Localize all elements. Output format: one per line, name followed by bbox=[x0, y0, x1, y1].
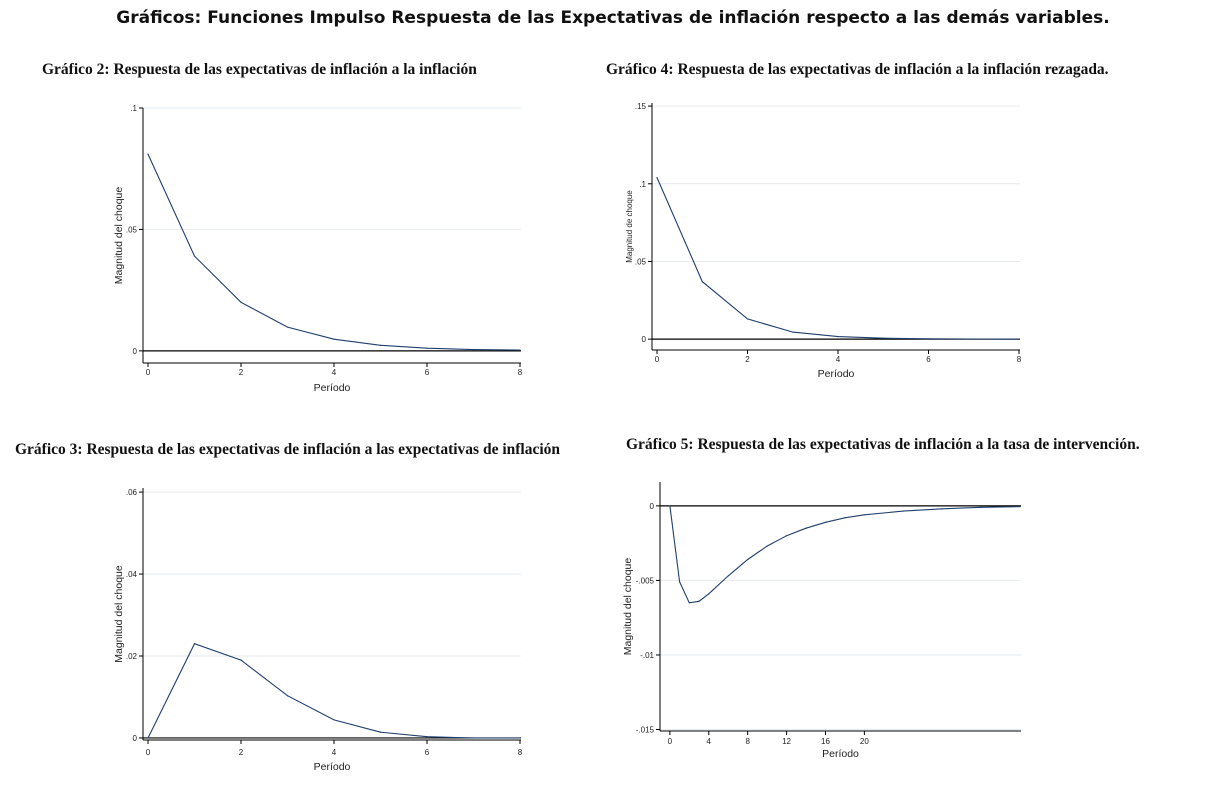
data-point-g2-8 bbox=[519, 349, 521, 351]
y-tick-label-g5-3: -.015 bbox=[636, 726, 655, 735]
x-tick-label-g3-0: 0 bbox=[146, 748, 151, 757]
data-point-g3-7 bbox=[472, 737, 475, 739]
x-tick-label-g5-4: 16 bbox=[821, 737, 830, 746]
x-axis-title-g3: Período bbox=[314, 761, 351, 773]
x-tick-label-g2-4: 8 bbox=[518, 368, 523, 377]
y-tick-label-g5-1: -.005 bbox=[636, 576, 655, 585]
data-point-g2-3 bbox=[286, 326, 289, 328]
x-tick-label-g2-1: 2 bbox=[239, 368, 244, 377]
data-point-g4-4 bbox=[837, 336, 839, 338]
x-axis-title-g2: Período bbox=[314, 382, 351, 394]
chart-title-g5: Gráfico 5: Respuesta de las expectativas… bbox=[626, 436, 1140, 453]
y-axis-title-g2: Magnitud del choque bbox=[113, 187, 125, 285]
x-tick-label-g2-0: 0 bbox=[146, 368, 151, 377]
chart-title-g2: Gráfico 2: Respuesta de las expectativas… bbox=[42, 61, 477, 78]
y-tick-label-g3-3: .06 bbox=[126, 488, 138, 497]
data-point-g4-6 bbox=[927, 338, 930, 340]
data-point-g4-0 bbox=[656, 176, 658, 179]
x-tick-label-g3-1: 2 bbox=[239, 748, 244, 757]
data-point-g4-8 bbox=[1018, 338, 1020, 340]
data-point-g5-3 bbox=[698, 600, 700, 602]
data-point-g5-6 bbox=[747, 558, 749, 561]
data-point-g2-0 bbox=[147, 153, 149, 155]
data-point-g5-13 bbox=[902, 510, 904, 512]
data-point-g5-16 bbox=[1019, 506, 1021, 508]
data-point-g5-2 bbox=[688, 602, 690, 604]
y-tick-label-g4-3: .15 bbox=[635, 102, 647, 111]
x-tick-label-g2-3: 6 bbox=[425, 368, 430, 377]
data-point-g3-6 bbox=[426, 736, 428, 738]
data-point-g3-1 bbox=[193, 643, 196, 645]
x-tick-label-g5-5: 20 bbox=[860, 737, 869, 746]
data-point-g5-10 bbox=[824, 521, 827, 523]
data-point-g4-2 bbox=[746, 318, 749, 320]
y-tick-label-g4-1: .05 bbox=[635, 257, 647, 266]
x-axis-title-g4: Período bbox=[818, 368, 855, 380]
x-tick-label-g3-4: 8 bbox=[518, 748, 523, 757]
data-point-g4-7 bbox=[973, 338, 975, 340]
data-point-g2-6 bbox=[426, 347, 428, 349]
data-point-g5-1 bbox=[678, 581, 681, 583]
y-tick-label-g2-0: 0 bbox=[133, 347, 138, 356]
y-axis-title-g5: Magnitud del choque bbox=[622, 558, 634, 656]
x-tick-label-g5-3: 12 bbox=[782, 737, 791, 746]
data-point-g3-5 bbox=[379, 731, 382, 733]
data-point-g5-4 bbox=[708, 593, 710, 595]
data-point-g2-5 bbox=[379, 344, 382, 346]
y-axis-title-g3: Magnitud del choque bbox=[113, 565, 125, 663]
y-tick-label-g3-1: .02 bbox=[126, 652, 138, 661]
y-axis-title-g4: Magnitud de choque bbox=[625, 190, 634, 263]
data-point-g2-1 bbox=[193, 255, 196, 257]
x-tick-label-g4-0: 0 bbox=[655, 355, 660, 364]
data-point-g5-7 bbox=[766, 545, 768, 547]
x-tick-label-g5-2: 8 bbox=[745, 737, 750, 746]
y-tick-label-g2-2: .1 bbox=[130, 104, 137, 113]
page-title: Gráficos: Funciones Impulso Respuesta de… bbox=[116, 8, 1110, 28]
data-point-g3-3 bbox=[286, 695, 289, 697]
y-tick-label-g5-0: 0 bbox=[650, 502, 655, 511]
x-tick-label-g4-1: 2 bbox=[745, 355, 750, 364]
data-point-g2-2 bbox=[240, 301, 242, 303]
y-tick-label-g2-1: .05 bbox=[126, 225, 138, 234]
x-tick-label-g5-0: 0 bbox=[668, 737, 673, 746]
data-point-g3-8 bbox=[519, 737, 521, 739]
chart-title-g4: Gráfico 4: Respuesta de las expectativas… bbox=[606, 61, 1109, 78]
x-tick-label-g4-4: 8 bbox=[1017, 355, 1022, 364]
data-point-g5-14 bbox=[941, 508, 943, 510]
data-point-g5-12 bbox=[863, 514, 865, 516]
y-tick-label-g5-2: -.01 bbox=[640, 651, 654, 660]
data-point-g3-0 bbox=[147, 737, 149, 739]
x-tick-label-g2-2: 4 bbox=[332, 368, 337, 377]
y-tick-label-g3-2: .04 bbox=[126, 570, 138, 579]
x-tick-label-g4-2: 4 bbox=[836, 355, 841, 364]
data-point-g5-15 bbox=[980, 506, 982, 508]
series-line-g5 bbox=[669, 505, 1021, 604]
y-tick-label-g4-0: 0 bbox=[642, 335, 647, 344]
data-point-g3-2 bbox=[240, 659, 242, 661]
chart-title-g3: Gráfico 3: Respuesta de las expectativas… bbox=[15, 441, 561, 458]
x-tick-label-g4-3: 6 bbox=[926, 355, 931, 364]
data-point-g2-4 bbox=[333, 338, 335, 340]
x-tick-label-g5-1: 4 bbox=[707, 737, 712, 746]
data-point-g4-1 bbox=[701, 281, 703, 283]
data-point-g5-8 bbox=[785, 535, 788, 537]
data-point-g2-7 bbox=[472, 349, 475, 351]
data-point-g3-4 bbox=[333, 719, 335, 721]
data-point-g5-0 bbox=[669, 505, 671, 507]
y-tick-label-g3-0: 0 bbox=[133, 734, 138, 743]
y-tick-label-g4-2: .1 bbox=[639, 180, 646, 189]
data-point-g5-11 bbox=[844, 517, 846, 519]
data-point-g5-5 bbox=[727, 575, 729, 577]
x-axis-title-g5: Período bbox=[822, 748, 859, 760]
data-point-g4-3 bbox=[792, 331, 794, 333]
data-point-g4-5 bbox=[882, 337, 884, 339]
data-point-g5-9 bbox=[805, 527, 807, 529]
x-tick-label-g3-2: 4 bbox=[332, 748, 337, 757]
x-tick-label-g3-3: 6 bbox=[425, 748, 430, 757]
